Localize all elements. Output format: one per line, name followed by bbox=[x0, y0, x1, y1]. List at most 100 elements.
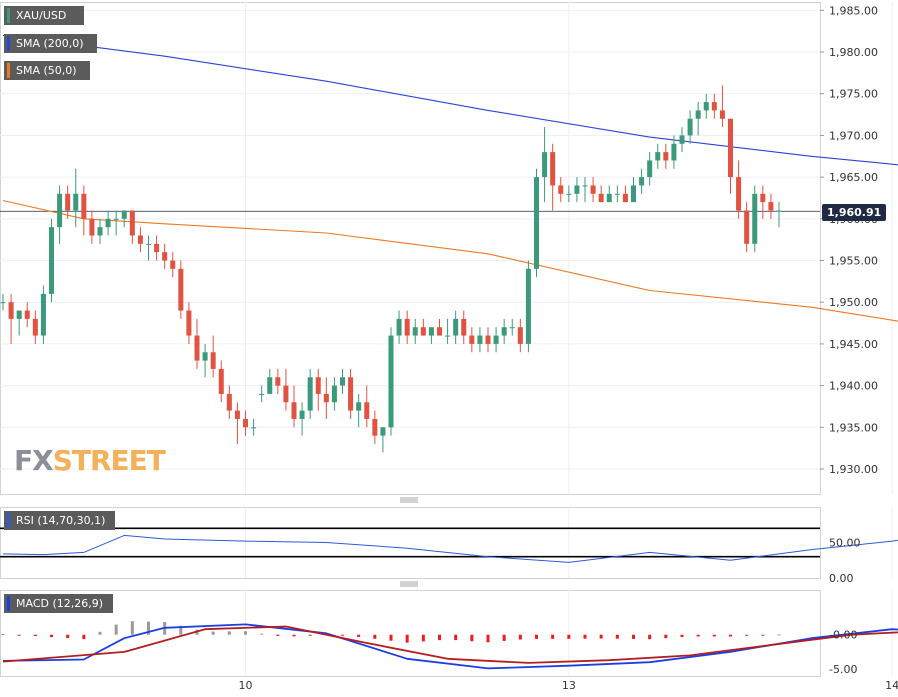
candle bbox=[202, 343, 208, 378]
candle bbox=[57, 185, 63, 244]
candle bbox=[412, 318, 418, 344]
macd-histogram-bar bbox=[615, 634, 619, 639]
macd-histogram-bar bbox=[276, 634, 280, 636]
candle-body bbox=[396, 318, 402, 336]
macd-histogram-bar bbox=[405, 634, 409, 643]
candle bbox=[647, 152, 653, 186]
legend-sma200[interactable]: SMA (200,0) bbox=[4, 34, 97, 53]
candle bbox=[428, 327, 434, 344]
candle bbox=[194, 318, 200, 369]
y-tick-label: 1,970.00 bbox=[829, 129, 878, 142]
macd-histogram-bar bbox=[518, 634, 522, 640]
macd-histogram-bar bbox=[599, 634, 603, 639]
candle-body bbox=[501, 327, 507, 336]
candle bbox=[218, 360, 224, 403]
macd-histogram-bar bbox=[454, 634, 458, 641]
candle bbox=[380, 427, 386, 453]
candle bbox=[639, 168, 645, 194]
candle-body bbox=[542, 152, 548, 178]
macd-histogram-bar bbox=[567, 634, 571, 639]
candle bbox=[558, 177, 564, 203]
candle-body bbox=[590, 185, 596, 194]
candle bbox=[323, 377, 329, 419]
candle-body bbox=[711, 102, 717, 111]
candle-body bbox=[226, 393, 232, 411]
macd-histogram-bar bbox=[17, 634, 21, 636]
macd-histogram-bar bbox=[777, 634, 781, 636]
candle bbox=[469, 327, 475, 353]
macd-histogram-bar bbox=[712, 634, 716, 637]
candle bbox=[89, 210, 95, 244]
candle-body bbox=[445, 335, 451, 337]
candle-body bbox=[752, 193, 758, 244]
sma50-line bbox=[2, 199, 898, 322]
x-tick-label: 13 bbox=[562, 679, 576, 692]
candle bbox=[24, 302, 30, 328]
candle bbox=[259, 385, 265, 403]
y-tick-label: 1,980.00 bbox=[829, 46, 878, 59]
candle-body bbox=[598, 193, 604, 203]
candle bbox=[582, 177, 588, 203]
candle-body bbox=[315, 377, 321, 394]
candle bbox=[517, 318, 523, 353]
candle-body bbox=[679, 135, 685, 144]
candle-body bbox=[760, 193, 766, 203]
macd-histogram-bar bbox=[551, 634, 555, 639]
macd-histogram-bar bbox=[357, 634, 361, 637]
candle-body bbox=[267, 377, 273, 394]
candle-body bbox=[622, 193, 628, 203]
candle-body bbox=[251, 427, 257, 429]
candle-body bbox=[65, 193, 71, 211]
candle-body bbox=[162, 252, 168, 261]
candle bbox=[719, 85, 725, 128]
candle bbox=[283, 368, 289, 411]
candle bbox=[695, 102, 701, 136]
candle bbox=[760, 185, 766, 219]
legend-sma50[interactable]: SMA (50,0) bbox=[4, 61, 90, 80]
candle-body bbox=[57, 193, 63, 228]
candle bbox=[275, 368, 281, 394]
macd-histogram-bar bbox=[648, 634, 652, 640]
candle bbox=[614, 185, 620, 203]
y-tick-label: 1,950.00 bbox=[829, 296, 878, 309]
candle-body bbox=[404, 318, 410, 336]
macd-histogram-bar bbox=[680, 634, 684, 637]
candle bbox=[210, 335, 216, 378]
candle bbox=[776, 202, 782, 228]
legend-macd[interactable]: MACD (12,26,9) bbox=[4, 594, 113, 613]
candle bbox=[598, 185, 604, 203]
candle-body bbox=[210, 352, 216, 369]
candle-body bbox=[639, 177, 645, 186]
candle-body bbox=[469, 335, 475, 344]
candle-body bbox=[40, 293, 46, 336]
candle bbox=[251, 418, 257, 436]
macd-histogram-bar bbox=[1, 634, 5, 636]
candle bbox=[121, 210, 127, 228]
candle-body bbox=[348, 377, 354, 411]
candle-body bbox=[16, 310, 22, 319]
candle bbox=[8, 293, 14, 344]
macd-histogram-bar bbox=[244, 631, 247, 635]
macd-histogram-bar bbox=[729, 634, 732, 637]
legend-rsi[interactable]: RSI (14,70,30,1) bbox=[4, 511, 115, 530]
candle-body bbox=[291, 402, 297, 419]
candle bbox=[630, 177, 637, 203]
candle-body bbox=[323, 393, 329, 403]
y-tick-label: 1,935.00 bbox=[829, 421, 878, 434]
candle bbox=[574, 177, 580, 203]
candle-body bbox=[776, 210, 782, 212]
candle bbox=[477, 327, 483, 353]
candle bbox=[663, 143, 669, 169]
rsi-swatch-icon bbox=[7, 513, 10, 528]
candle bbox=[622, 185, 628, 203]
candle-body bbox=[380, 427, 386, 436]
y-tick-label: 1,985.00 bbox=[829, 4, 878, 17]
candle bbox=[40, 285, 46, 344]
candle bbox=[364, 385, 370, 428]
macd-histogram-bar bbox=[632, 634, 635, 639]
candle bbox=[687, 110, 693, 144]
legend-price[interactable]: XAU/USD bbox=[4, 6, 84, 25]
candle-body bbox=[525, 268, 531, 344]
candle bbox=[461, 310, 467, 344]
